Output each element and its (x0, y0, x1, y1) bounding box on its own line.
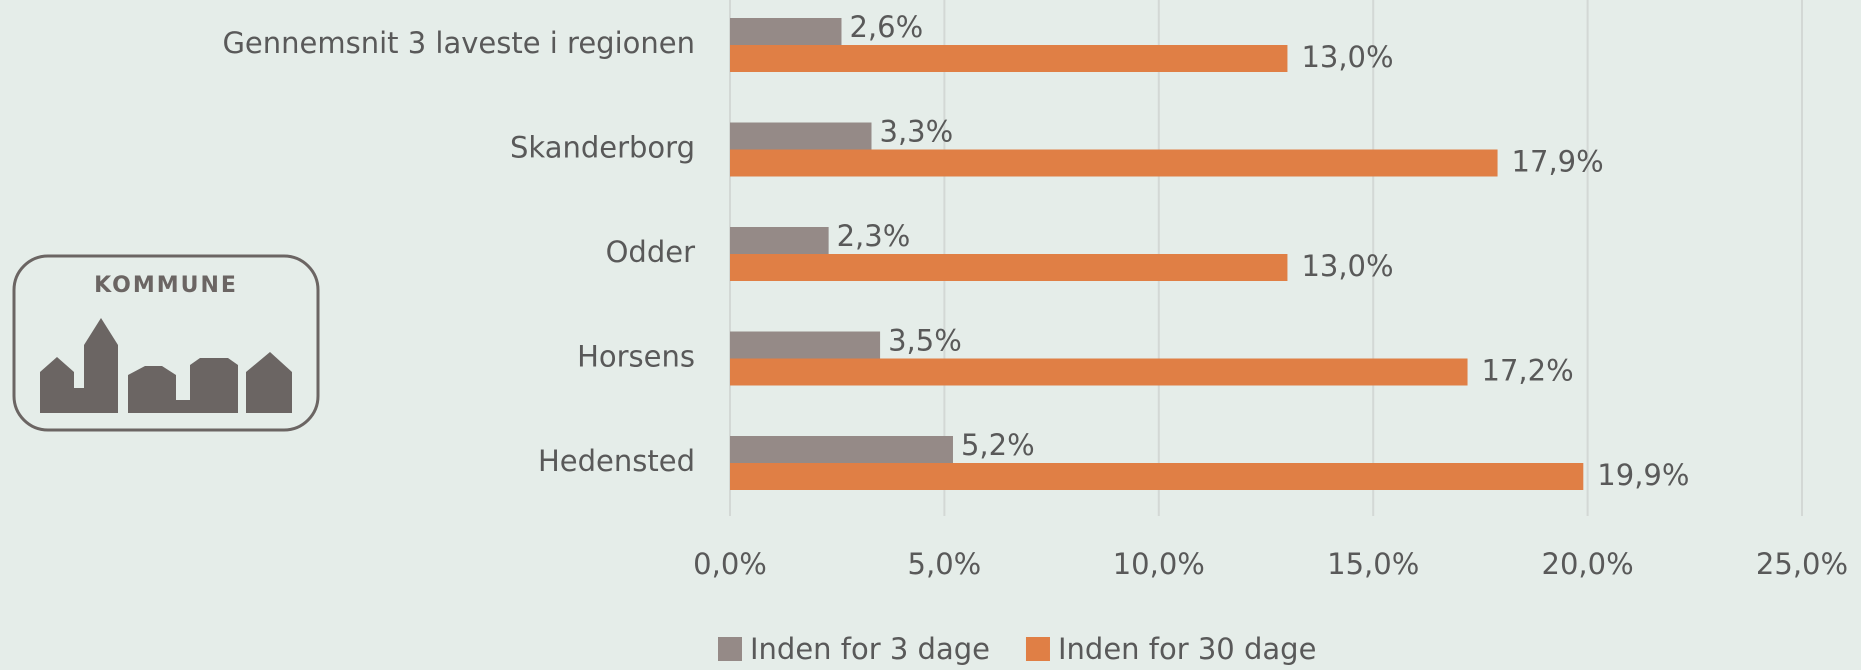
bar (730, 254, 1288, 281)
bar (730, 149, 1498, 177)
bar (730, 463, 1584, 490)
value-label: 19,9% (1597, 458, 1689, 492)
y-tick-label: Horsens (577, 340, 695, 374)
logo-frame (12, 254, 320, 432)
logo: KOMMUNE (12, 254, 320, 432)
value-label: 2,3% (837, 219, 911, 253)
legend-label: Inden for 30 dage (1058, 632, 1316, 666)
y-tick-label: Hedensted (538, 444, 695, 478)
bar (730, 358, 1468, 386)
legend-label: Inden for 3 dage (750, 632, 990, 666)
y-tick-label: Odder (606, 235, 695, 269)
value-label: 13,0% (1301, 40, 1393, 74)
x-tick-label: 15,0% (1327, 547, 1419, 581)
bar (730, 18, 842, 45)
x-tick-label: 25,0% (1756, 547, 1848, 581)
bar (730, 45, 1288, 72)
value-label: 13,0% (1301, 249, 1393, 283)
x-tick-label: 5,0% (908, 547, 982, 581)
y-tick-label: Skanderborg (510, 131, 695, 165)
logo-text: KOMMUNE (94, 273, 238, 298)
legend-swatch (718, 637, 742, 661)
y-tick-label: Gennemsnit 3 laveste i regionen (222, 26, 695, 60)
value-label: 3,3% (880, 115, 954, 149)
value-label: 2,6% (849, 10, 923, 44)
value-label: 5,2% (961, 428, 1035, 462)
bar (730, 122, 872, 150)
x-tick-label: 10,0% (1113, 547, 1205, 581)
bar (730, 331, 881, 359)
value-label: 17,9% (1512, 145, 1604, 179)
x-tick-label: 20,0% (1542, 547, 1634, 581)
value-label: 3,5% (888, 324, 962, 358)
bar (730, 227, 829, 254)
x-tick-label: 0,0% (693, 547, 767, 581)
bar (730, 436, 953, 463)
legend-swatch (1025, 637, 1050, 661)
logo-icon (40, 318, 292, 413)
value-label: 17,2% (1482, 354, 1574, 388)
